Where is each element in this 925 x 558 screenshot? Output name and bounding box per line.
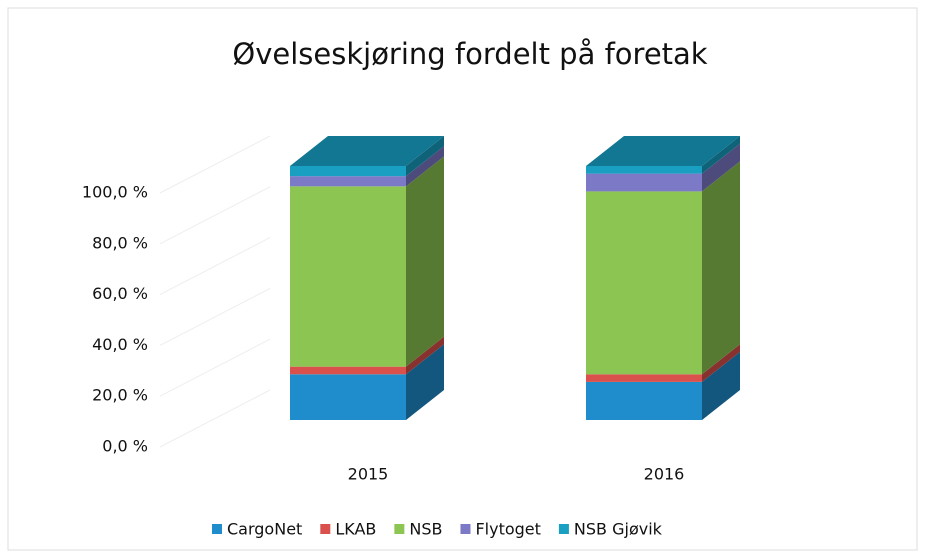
bar xyxy=(586,381,702,420)
grid-line xyxy=(159,389,271,448)
grid-line xyxy=(159,287,271,346)
bar xyxy=(586,173,702,192)
bar-side xyxy=(406,136,444,177)
grid-line xyxy=(159,237,271,296)
y-tick-label: 80,0 % xyxy=(92,233,148,252)
y-tick-label: 0,0 % xyxy=(102,437,148,456)
bar xyxy=(290,374,406,420)
chart-frame xyxy=(7,7,918,551)
bar xyxy=(290,176,406,187)
bar xyxy=(586,191,702,375)
bar-side xyxy=(702,344,740,382)
bar-top xyxy=(290,136,444,166)
y-tick-label: 40,0 % xyxy=(92,335,148,354)
grid-line xyxy=(159,135,271,194)
legend-swatch xyxy=(460,524,471,534)
bar-side xyxy=(406,156,444,367)
bar xyxy=(586,374,702,382)
legend-label: LKAB xyxy=(335,520,376,539)
bar-side xyxy=(406,146,444,187)
y-tick-label: 60,0 % xyxy=(92,284,148,303)
bar xyxy=(290,366,406,375)
bar-top xyxy=(586,136,740,166)
grid-line xyxy=(159,186,271,245)
bar-side xyxy=(702,136,740,174)
bar xyxy=(290,166,406,177)
bar-side xyxy=(702,161,740,375)
legend-label: NSB xyxy=(409,520,442,539)
bar-side xyxy=(406,344,444,420)
y-tick-label: 100,0 % xyxy=(82,183,148,202)
chart-title: Øvelseskjøring fordelt på foretak xyxy=(232,37,707,71)
legend-swatch xyxy=(320,524,331,534)
grid-line xyxy=(159,338,271,397)
bar-side xyxy=(702,351,740,420)
bar-side xyxy=(406,336,444,375)
legend-swatch xyxy=(394,524,405,534)
legend-label: CargoNet xyxy=(227,520,302,539)
x-tick-label: 2016 xyxy=(644,465,685,484)
x-tick-label: 2015 xyxy=(348,465,389,484)
legend-swatch xyxy=(212,524,222,534)
bar-side xyxy=(702,143,740,192)
bar xyxy=(290,186,406,367)
legend-swatch xyxy=(558,524,569,534)
y-tick-label: 20,0 % xyxy=(92,386,148,405)
legend-label: NSB Gjøvik xyxy=(574,520,663,539)
legend-label: Flytoget xyxy=(475,520,540,539)
bar xyxy=(586,166,702,174)
